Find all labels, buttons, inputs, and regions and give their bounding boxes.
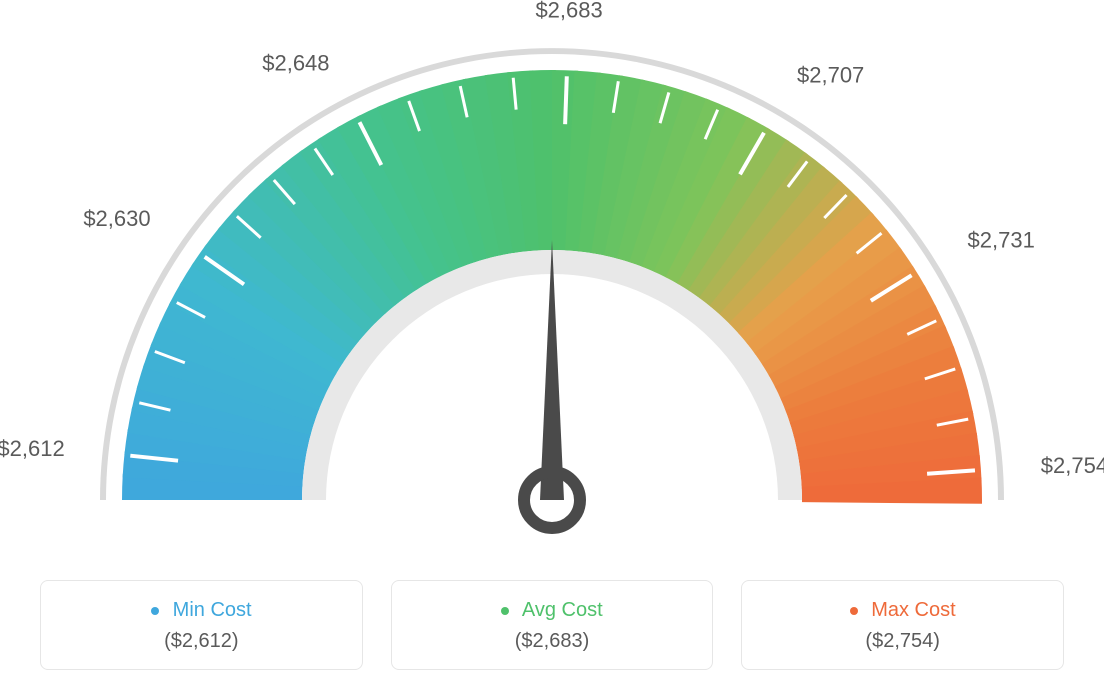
cost-gauge-chart: $2,612 $2,630 $2,648 $2,683 $2,707 $2,731 $2,7… xyxy=(0,0,1104,690)
svg-text:$2,707: $2,707 xyxy=(797,63,864,88)
gauge-svg: $2,612 $2,630 $2,648 $2,683 $2,707 $2,731 $2,7… xyxy=(0,0,1104,560)
min-cost-bullet xyxy=(151,607,159,615)
max-cost-value: ($2,754) xyxy=(752,630,1053,653)
avg-cost-label: Avg Cost xyxy=(522,599,603,621)
svg-text:$2,754: $2,754 xyxy=(1041,453,1104,478)
min-cost-value: ($2,612) xyxy=(51,630,352,653)
summary-cards: Min Cost ($2,612) Avg Cost ($2,683) Max … xyxy=(40,580,1064,670)
max-cost-title-row: Max Cost xyxy=(752,599,1053,622)
avg-cost-title-row: Avg Cost xyxy=(402,599,703,622)
max-cost-bullet xyxy=(850,607,858,615)
max-cost-label: Max Cost xyxy=(871,599,955,621)
max-cost-card: Max Cost ($2,754) xyxy=(741,580,1064,670)
svg-text:$2,648: $2,648 xyxy=(262,50,329,75)
avg-cost-value: ($2,683) xyxy=(402,630,703,653)
min-cost-title-row: Min Cost xyxy=(51,599,352,622)
min-cost-label: Min Cost xyxy=(173,599,252,621)
svg-text:$2,630: $2,630 xyxy=(83,206,150,231)
svg-text:$2,731: $2,731 xyxy=(968,227,1035,252)
gauge-area: $2,612 $2,630 $2,648 $2,683 $2,707 $2,731 $2,7… xyxy=(0,0,1104,560)
min-cost-card: Min Cost ($2,612) xyxy=(40,580,363,670)
avg-cost-bullet xyxy=(501,607,509,615)
avg-cost-card: Avg Cost ($2,683) xyxy=(391,580,714,670)
svg-text:$2,612: $2,612 xyxy=(0,436,65,461)
svg-text:$2,683: $2,683 xyxy=(535,0,602,22)
